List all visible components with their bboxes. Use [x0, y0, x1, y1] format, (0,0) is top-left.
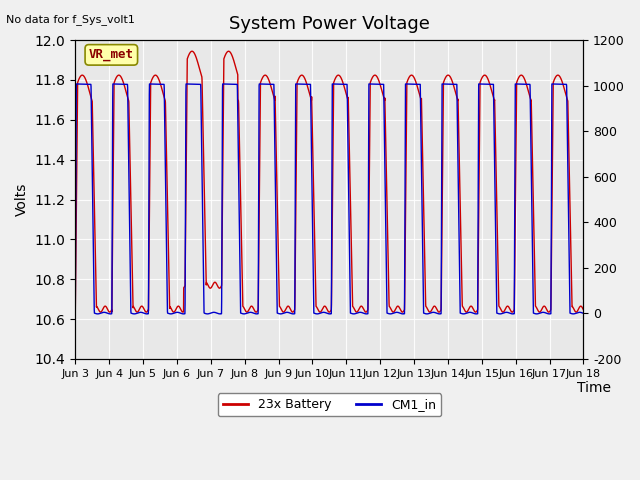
- 23x Battery: [129, 303, 137, 309]
- CM1_in: [159, 82, 167, 87]
- CM1_in: [72, 310, 79, 316]
- CM1_in: [570, 311, 577, 317]
- Text: No data for f_Sys_volt1: No data for f_Sys_volt1: [6, 14, 135, 25]
- 23x Battery: [570, 306, 577, 312]
- Text: VR_met: VR_met: [89, 48, 134, 61]
- Legend: 23x Battery, CM1_in: 23x Battery, CM1_in: [218, 394, 441, 417]
- Line: 23x Battery: 23x Battery: [76, 51, 584, 313]
- CM1_in: [515, 81, 523, 87]
- Line: CM1_in: CM1_in: [76, 84, 584, 314]
- CM1_in: [289, 311, 296, 317]
- CM1_in: [292, 81, 300, 87]
- CM1_in: [580, 311, 588, 316]
- CM1_in: [129, 311, 137, 317]
- 23x Battery: [515, 74, 523, 80]
- Y-axis label: Volts: Volts: [15, 183, 29, 216]
- 23x Battery: [188, 48, 196, 54]
- 23x Battery: [266, 82, 274, 87]
- CM1_in: [253, 311, 260, 317]
- CM1_in: [266, 82, 274, 87]
- 23x Battery: [72, 310, 79, 316]
- 23x Battery: [580, 307, 588, 312]
- X-axis label: Time: Time: [577, 381, 611, 395]
- 23x Battery: [159, 92, 167, 97]
- Title: System Power Voltage: System Power Voltage: [229, 15, 430, 33]
- 23x Battery: [289, 309, 296, 315]
